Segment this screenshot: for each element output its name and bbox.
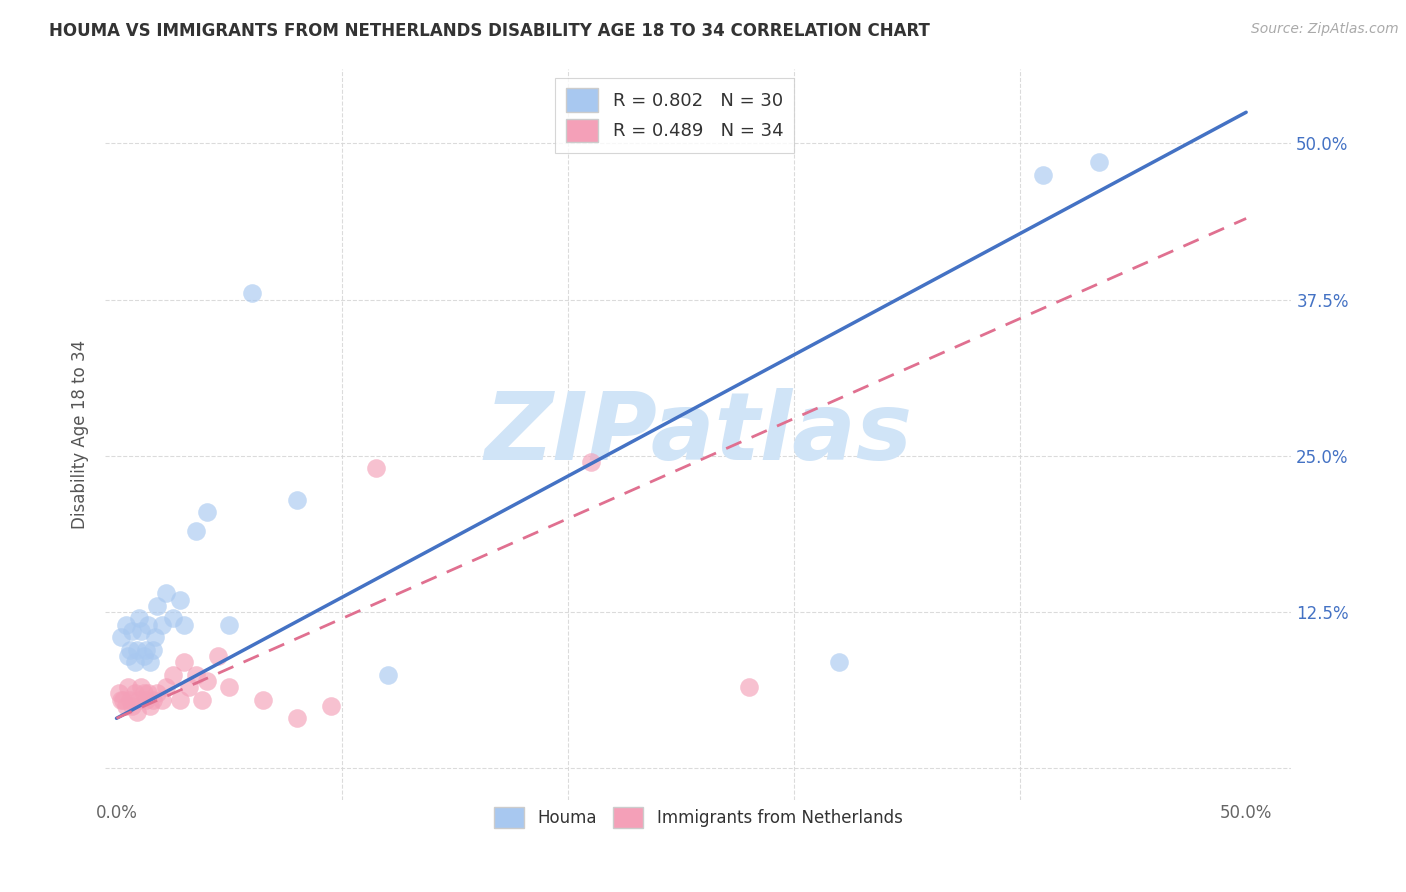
Point	[184, 524, 207, 538]
Point	[162, 611, 184, 625]
Point	[321, 698, 343, 713]
Y-axis label: Disability Age 18 to 34: Disability Age 18 to 34	[72, 340, 89, 529]
Point	[218, 617, 240, 632]
Point	[131, 624, 153, 638]
Point	[135, 642, 157, 657]
Point	[173, 655, 195, 669]
Point	[121, 624, 143, 638]
Point	[117, 648, 139, 663]
Point	[828, 655, 851, 669]
Point	[738, 680, 761, 694]
Point	[120, 642, 142, 657]
Point	[218, 680, 240, 694]
Point	[150, 617, 173, 632]
Point	[252, 692, 274, 706]
Point	[142, 642, 165, 657]
Point	[177, 680, 200, 694]
Point	[114, 698, 136, 713]
Point	[150, 692, 173, 706]
Point	[162, 667, 184, 681]
Point	[125, 705, 148, 719]
Point	[132, 648, 155, 663]
Point	[121, 698, 143, 713]
Point	[579, 455, 602, 469]
Point	[136, 686, 159, 700]
Point	[169, 692, 191, 706]
Point	[169, 592, 191, 607]
Text: ZIPatlas: ZIPatlas	[484, 388, 912, 480]
Point	[191, 692, 214, 706]
Point	[285, 492, 308, 507]
Text: Source: ZipAtlas.com: Source: ZipAtlas.com	[1251, 22, 1399, 37]
Point	[377, 667, 399, 681]
Text: HOUMA VS IMMIGRANTS FROM NETHERLANDS DISABILITY AGE 18 TO 34 CORRELATION CHART: HOUMA VS IMMIGRANTS FROM NETHERLANDS DIS…	[49, 22, 931, 40]
Point	[195, 505, 218, 519]
Point	[139, 698, 162, 713]
Legend: Houma, Immigrants from Netherlands: Houma, Immigrants from Netherlands	[488, 800, 910, 835]
Point	[143, 630, 166, 644]
Point	[155, 680, 177, 694]
Point	[124, 686, 146, 700]
Point	[1088, 155, 1111, 169]
Point	[1032, 168, 1054, 182]
Point	[128, 611, 150, 625]
Point	[146, 686, 169, 700]
Point	[110, 630, 132, 644]
Point	[117, 680, 139, 694]
Point	[155, 586, 177, 600]
Point	[112, 692, 135, 706]
Point	[120, 692, 142, 706]
Point	[285, 711, 308, 725]
Point	[107, 686, 129, 700]
Point	[366, 461, 388, 475]
Point	[135, 692, 157, 706]
Point	[184, 667, 207, 681]
Point	[125, 642, 148, 657]
Point	[124, 655, 146, 669]
Point	[136, 617, 159, 632]
Point	[114, 617, 136, 632]
Point	[240, 286, 263, 301]
Point	[132, 686, 155, 700]
Point	[139, 655, 162, 669]
Point	[195, 673, 218, 688]
Point	[110, 692, 132, 706]
Point	[173, 617, 195, 632]
Point	[128, 692, 150, 706]
Point	[207, 648, 229, 663]
Point	[142, 692, 165, 706]
Point	[131, 680, 153, 694]
Point	[146, 599, 169, 613]
